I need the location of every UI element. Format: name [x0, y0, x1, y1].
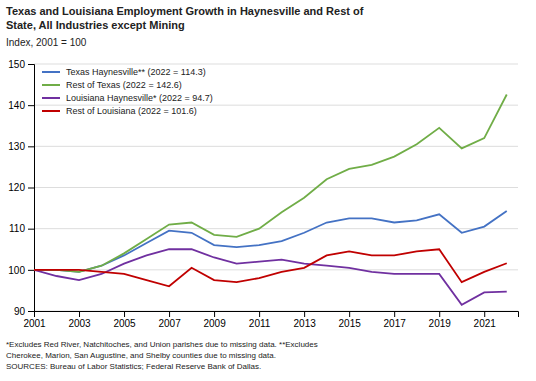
- legend: Texas Haynesville** (2022 = 114.3) Rest o…: [42, 67, 213, 116]
- x-tick-mark: [484, 311, 485, 317]
- x-tick-mark: [439, 311, 440, 317]
- x-tick-label: 2003: [68, 318, 91, 329]
- legend-label: Texas Haynesville** (2022 = 114.3): [66, 67, 206, 77]
- y-tick-label: 140: [8, 100, 25, 111]
- grid-line: [34, 64, 518, 65]
- x-tick-mark: [259, 311, 260, 317]
- axis-domain: [28, 65, 35, 312]
- legend-entry: Louisiana Haynesville* (2022 = 94.7): [42, 93, 213, 103]
- x-tick-label: 2013: [294, 318, 317, 329]
- y-tick-label: 110: [9, 223, 25, 234]
- y-tick-label: 120: [8, 182, 25, 193]
- y-tick-mark: [28, 64, 34, 65]
- footnote: Cherokee, Marion, San Augustine, and She…: [6, 351, 276, 360]
- y-tick: 140: [8, 100, 34, 111]
- y-tick-label: 130: [8, 141, 25, 152]
- x-tick-mark: [124, 311, 125, 317]
- x-tick-label: 2019: [429, 318, 452, 329]
- x-tick: 2017: [384, 311, 407, 329]
- x-tick: 2013: [294, 311, 317, 329]
- y-axis: 90 100 110 120 130 140 150: [8, 59, 34, 317]
- legend-swatch: [42, 110, 60, 112]
- y-tick-mark: [28, 146, 34, 147]
- chart-title: State, All Industries except Mining: [6, 19, 185, 31]
- y-tick: 150: [8, 59, 34, 70]
- x-tick-label: 2021: [474, 318, 497, 329]
- y-tick-mark: [28, 270, 34, 271]
- legend-label: Rest of Texas (2022 = 142.6): [66, 80, 182, 90]
- series-line: [34, 94, 507, 271]
- grid-line: [34, 187, 518, 188]
- x-tick: 2007: [158, 311, 181, 329]
- y-tick-label: 100: [8, 265, 25, 276]
- x-tick: 2019: [429, 311, 452, 329]
- x-axis: 2001 2003 2005 2007 2009 2011 2013 2015 2017 2019…: [23, 311, 518, 329]
- x-tick: 2015: [339, 311, 362, 329]
- legend-swatch: [42, 97, 60, 99]
- y-tick: 130: [8, 141, 34, 152]
- grid: [34, 64, 518, 311]
- y-tick-label: 90: [14, 306, 26, 317]
- x-tick-mark: [169, 311, 170, 317]
- axis-domain: [35, 312, 519, 318]
- x-tick-mark: [394, 311, 395, 317]
- grid-line: [34, 228, 518, 229]
- y-tick-mark: [28, 188, 34, 189]
- x-tick-mark: [349, 311, 350, 317]
- y-tick: 110: [9, 223, 34, 234]
- x-tick-label: 2001: [23, 318, 46, 329]
- grid-line: [34, 269, 518, 270]
- y-tick-mark: [28, 311, 34, 312]
- x-tick-label: 2009: [203, 318, 226, 329]
- y-tick: 120: [8, 182, 34, 193]
- x-tick: 2001: [23, 311, 46, 329]
- x-tick: 2011: [249, 311, 271, 329]
- x-tick-mark: [214, 311, 215, 317]
- x-tick-mark: [79, 311, 80, 317]
- legend-swatch: [42, 84, 60, 86]
- y-tick-mark: [28, 105, 34, 106]
- x-tick-label: 2017: [384, 318, 407, 329]
- chart-container: Texas and Louisiana Employment Growth in…: [0, 0, 536, 381]
- x-tick-label: 2005: [113, 318, 136, 329]
- y-tick: 90: [14, 306, 34, 317]
- legend-label: Louisiana Haynesville* (2022 = 94.7): [66, 93, 213, 103]
- x-tick: 2003: [68, 311, 91, 329]
- plot-area: [34, 94, 507, 304]
- legend-entry: Rest of Texas (2022 = 142.6): [42, 80, 182, 90]
- legend-swatch: [42, 71, 60, 73]
- series-line: [34, 249, 507, 286]
- y-tick-mark: [28, 229, 34, 230]
- x-tick-label: 2011: [249, 318, 271, 329]
- legend-label: Rest of Louisiana (2022 = 101.6): [66, 106, 197, 116]
- footnote: *Excludes Red River, Natchitoches, and U…: [6, 340, 318, 349]
- x-tick-label: 2007: [158, 318, 181, 329]
- y-tick: 100: [8, 265, 34, 276]
- x-tick: 2021: [474, 311, 497, 329]
- chart-title: Texas and Louisiana Employment Growth in…: [6, 5, 364, 17]
- legend-entry: Rest of Louisiana (2022 = 101.6): [42, 106, 197, 116]
- chart-svg: Texas and Louisiana Employment Growth in…: [0, 0, 536, 381]
- x-tick: 2009: [203, 311, 226, 329]
- y-tick-label: 150: [8, 59, 25, 70]
- series-line: [34, 249, 507, 305]
- x-tick-mark: [304, 311, 305, 317]
- grid-line: [34, 146, 518, 147]
- chart-subtitle: Index, 2001 = 100: [6, 37, 87, 48]
- x-tick: 2005: [113, 311, 136, 329]
- footnote: SOURCES: Bureau of Labor Statistics; Fed…: [6, 362, 261, 371]
- legend-entry: Texas Haynesville** (2022 = 114.3): [42, 67, 206, 77]
- x-tick-label: 2015: [339, 318, 362, 329]
